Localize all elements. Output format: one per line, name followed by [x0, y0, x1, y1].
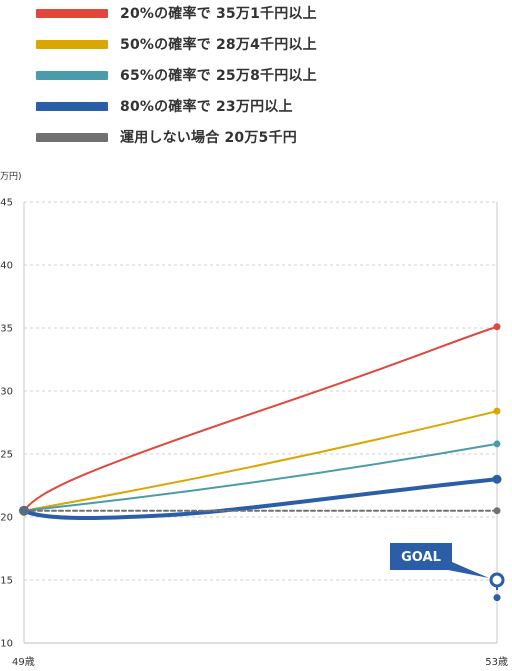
series-end-point	[493, 507, 501, 515]
series-end-point	[492, 474, 502, 484]
series-65pct	[23, 442, 498, 512]
x-tick-label: 49歳	[12, 656, 35, 668]
goal-callout-pointer	[448, 562, 489, 578]
legend-item-20pct: 20%の確率で 35万1千円以上	[36, 2, 317, 24]
legend-label: 20%の確率で 35万1千円以上	[120, 6, 317, 22]
legend-label: 80%の確率で 23万円以上	[120, 99, 293, 115]
y-tick-label: 25	[0, 450, 13, 461]
goal-pin	[489, 572, 505, 588]
y-tick-label: 20	[0, 513, 13, 524]
y-tick-label: 35	[0, 324, 13, 335]
start-point	[19, 505, 29, 516]
legend-swatch	[36, 101, 108, 111]
y-axis-unit-label: 万円)	[0, 172, 22, 182]
y-tick-label: 40	[0, 261, 13, 272]
legend-swatch	[36, 132, 108, 142]
y-tick-label: 15	[0, 576, 13, 587]
legend-label: 50%の確率で 28万4千円以上	[120, 37, 317, 53]
goal-callout-label: GOAL	[401, 550, 441, 565]
series-end-point	[493, 440, 501, 448]
legend-label: 65%の確率で 25万8千円以上	[120, 68, 317, 84]
x-tick-label: 53歳	[485, 656, 508, 668]
legend-item-50pct: 50%の確率で 28万4千円以上	[36, 33, 317, 55]
legend-label: 運用しない場合 20万5千円	[120, 130, 297, 146]
goal-point	[493, 594, 501, 602]
series-end-point	[493, 323, 501, 331]
y-tick-label: 45	[0, 198, 13, 209]
goal-callout-box	[390, 543, 452, 570]
series-end-point	[493, 407, 501, 415]
series-20pct	[23, 325, 498, 512]
series-50pct	[23, 410, 498, 512]
legend-item-80pct: 80%の確率で 23万円以上	[36, 95, 293, 117]
y-tick-label: 30	[0, 387, 13, 398]
legend-item-no-investment: 運用しない場合 20万5千円	[36, 126, 297, 148]
legend-swatch	[36, 70, 108, 80]
legend-swatch	[36, 39, 108, 49]
legend-item-65pct: 65%の確率で 25万8千円以上	[36, 64, 317, 86]
legend-swatch	[36, 8, 108, 18]
y-tick-label: 10	[0, 639, 13, 650]
series-80pct	[22, 477, 499, 520]
